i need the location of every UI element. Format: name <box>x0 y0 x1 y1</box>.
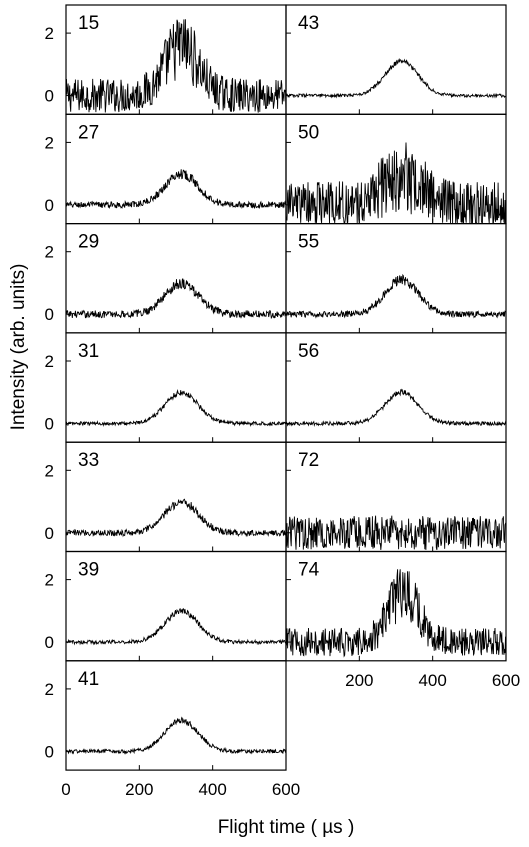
panel-number-label: 55 <box>298 232 319 253</box>
panel-number-label: 29 <box>78 232 99 253</box>
y-tick-label: 0 <box>45 524 54 543</box>
trace-line-74 <box>285 569 507 658</box>
panel-50: 50 <box>285 113 507 225</box>
x-tick-label: 200 <box>125 780 153 799</box>
panel-33: 0 2 33 <box>45 441 287 553</box>
x-tick-label: 400 <box>198 780 226 799</box>
trace-line-33 <box>65 498 287 538</box>
panel-number-label: 56 <box>298 341 319 362</box>
trace-line-39 <box>65 607 287 646</box>
panel-31: 0 2 31 <box>45 332 287 443</box>
y-tick-label: 0 <box>45 742 54 761</box>
panel-41: 0 2 41 0 200 400 600 <box>45 660 300 799</box>
trace-line-72 <box>285 515 507 551</box>
y-tick-label: 0 <box>45 633 54 652</box>
y-tick-label: 0 <box>45 196 54 215</box>
panel-39: 0 2 39 <box>45 550 287 662</box>
y-tick-label: 2 <box>45 133 54 152</box>
x-tick-label: 600 <box>272 780 300 799</box>
panel-number-label: 31 <box>78 341 99 362</box>
y-tick-label: 2 <box>45 243 54 262</box>
y-axis-title: Intensity (arb. units) <box>8 264 29 431</box>
y-tick-label: 0 <box>45 87 54 106</box>
trace-line-31 <box>66 388 287 428</box>
panel-frame-74 <box>285 550 507 662</box>
y-tick-label: 0 <box>45 305 54 324</box>
panel-number-label: 39 <box>78 560 99 581</box>
y-tick-label: 2 <box>45 352 54 371</box>
panel-number-label: 41 <box>78 669 99 690</box>
panel-number-label: 74 <box>298 560 320 581</box>
panel-74: 74 200 400 600 <box>285 550 520 690</box>
panel-27: 0 2 27 <box>45 113 287 225</box>
y-tick-label: 2 <box>45 24 54 43</box>
y-tick-label: 2 <box>45 461 54 480</box>
trace-line-15 <box>65 19 287 113</box>
y-tick-label: 2 <box>45 680 54 699</box>
panel-frame-41 <box>65 660 287 771</box>
panel-29: 0 2 29 <box>45 223 287 334</box>
trace-line-50 <box>285 142 507 225</box>
panel-number-label: 15 <box>78 13 99 34</box>
panel-number-label: 72 <box>298 450 319 471</box>
trace-line-27 <box>65 169 287 210</box>
trace-line-55 <box>285 273 506 319</box>
panel-number-label: 43 <box>298 13 319 34</box>
trace-line-43 <box>285 57 507 99</box>
panel-55: 55 <box>285 223 507 334</box>
x-tick-label: 400 <box>418 671 446 690</box>
panel-72: 72 <box>285 441 507 553</box>
panel-number-label: 27 <box>78 122 99 143</box>
panel-15: 0 2 15 <box>45 4 287 115</box>
y-tick-label: 2 <box>45 571 54 590</box>
trace-line-56 <box>285 388 507 427</box>
y-tick-label: 0 <box>45 414 54 433</box>
x-tick-label: 600 <box>492 671 520 690</box>
x-axis-title: Flight time ( µs ) <box>218 817 355 838</box>
panel-number-label: 50 <box>298 122 319 143</box>
x-tick-label: 200 <box>345 671 373 690</box>
panel-56: 56 <box>285 332 507 443</box>
trace-line-29 <box>65 278 287 320</box>
panels-group: 0 2 15 0 2 27 0 2 29 0 2 31 0 2 33 0 2 39 0 2 41 0 200 400 600 43… <box>45 4 520 799</box>
panel-43: 43 <box>285 4 507 115</box>
panel-number-label: 33 <box>78 450 99 471</box>
trace-line-41 <box>65 716 287 755</box>
x-tick-label: 0 <box>61 780 70 799</box>
